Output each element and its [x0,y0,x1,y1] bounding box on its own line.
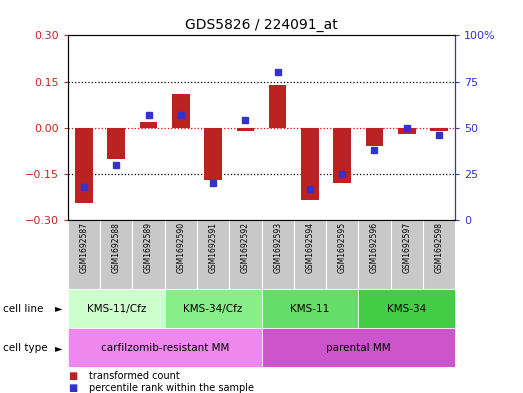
Bar [68,220,100,289]
Bar [333,128,351,183]
Bar [68,289,165,328]
Bar [262,328,455,367]
Text: GSM1692597: GSM1692597 [402,222,411,273]
Text: percentile rank within the sample: percentile rank within the sample [89,383,254,393]
Text: GSM1692596: GSM1692596 [370,222,379,273]
Text: ■: ■ [68,383,77,393]
Text: ►: ► [55,303,62,314]
Text: GSM1692592: GSM1692592 [241,222,250,273]
Bar [68,328,262,367]
Text: GSM1692593: GSM1692593 [273,222,282,273]
Title: GDS5826 / 224091_at: GDS5826 / 224091_at [185,18,338,31]
Bar [301,128,319,200]
Text: GSM1692591: GSM1692591 [209,222,218,273]
Bar [294,220,326,289]
Bar [172,94,190,128]
Bar [132,220,165,289]
Text: KMS-34/Cfz: KMS-34/Cfz [184,303,243,314]
Bar [140,121,157,128]
Bar [165,220,197,289]
Bar [108,128,125,158]
Bar [398,128,415,134]
Bar [269,84,287,128]
Text: carfilzomib-resistant MM: carfilzomib-resistant MM [100,343,229,353]
Bar [262,289,358,328]
Bar [262,220,294,289]
Bar [391,220,423,289]
Text: parental MM: parental MM [326,343,391,353]
Text: cell line: cell line [3,303,43,314]
Bar [197,220,229,289]
Text: GSM1692588: GSM1692588 [112,222,121,273]
Bar [423,220,455,289]
Text: GSM1692598: GSM1692598 [435,222,444,273]
Text: GSM1692587: GSM1692587 [79,222,88,273]
Bar [229,220,262,289]
Text: GSM1692589: GSM1692589 [144,222,153,273]
Bar [358,220,391,289]
Bar [358,289,455,328]
Bar [326,220,358,289]
Bar [204,128,222,180]
Text: KMS-34: KMS-34 [387,303,426,314]
Bar [100,220,132,289]
Text: ■: ■ [68,371,77,382]
Bar [366,128,383,146]
Bar [430,128,448,131]
Bar [75,128,93,203]
Text: KMS-11: KMS-11 [290,303,329,314]
Text: GSM1692595: GSM1692595 [338,222,347,273]
Text: transformed count: transformed count [89,371,180,382]
Bar [236,128,254,131]
Text: GSM1692590: GSM1692590 [176,222,185,273]
Text: KMS-11/Cfz: KMS-11/Cfz [87,303,146,314]
Text: ►: ► [55,343,62,353]
Text: cell type: cell type [3,343,47,353]
Text: GSM1692594: GSM1692594 [305,222,314,273]
Bar [165,289,262,328]
